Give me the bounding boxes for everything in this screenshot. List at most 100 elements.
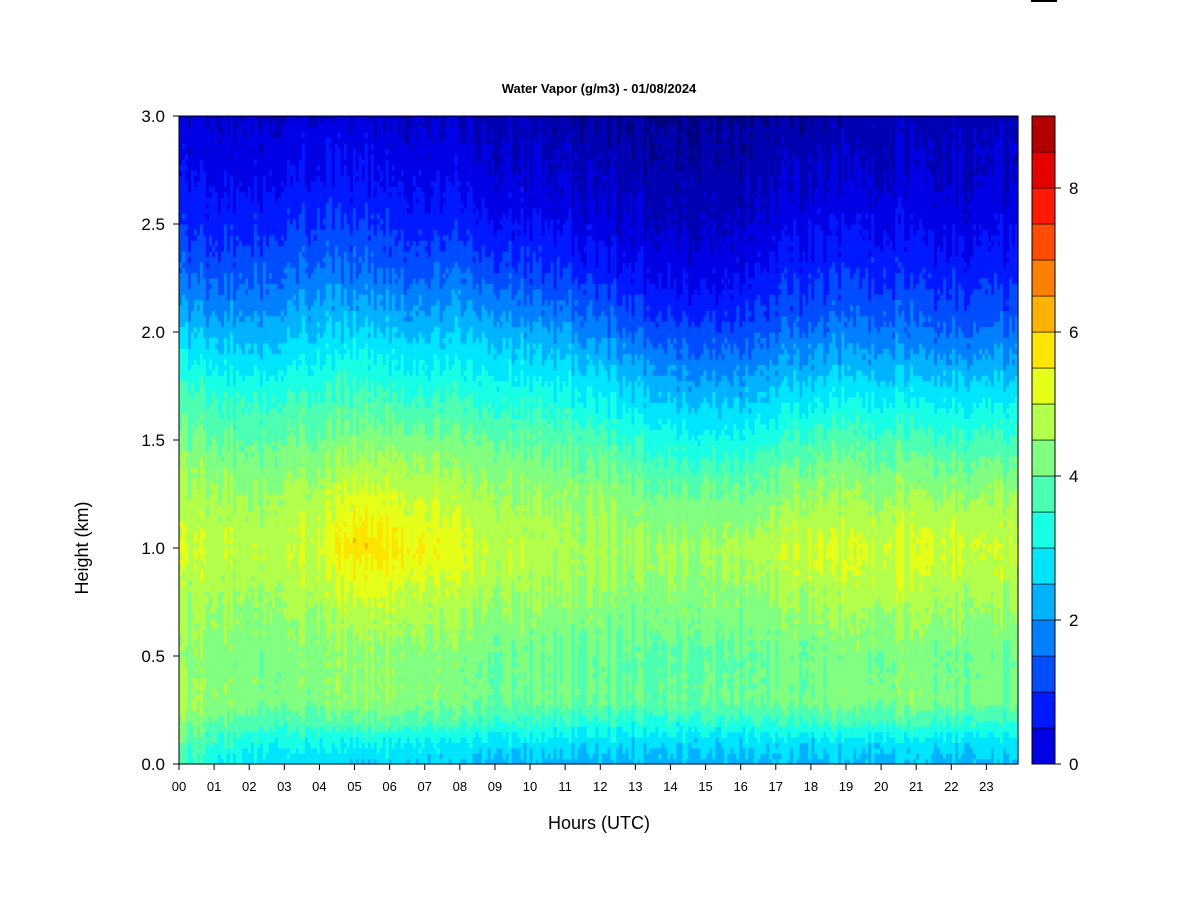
heatmap-cell bbox=[214, 245, 219, 252]
heatmap-cell bbox=[211, 240, 216, 247]
heatmap-cell bbox=[208, 256, 213, 263]
heatmap-cell bbox=[184, 477, 189, 484]
heatmap-cell bbox=[184, 396, 189, 403]
heatmap-cell bbox=[193, 413, 198, 419]
heatmap-cell bbox=[187, 564, 192, 571]
heatmap-cell bbox=[208, 553, 213, 560]
heatmap-cell bbox=[182, 278, 186, 284]
heatmap-cell bbox=[184, 283, 189, 290]
heatmap-cell bbox=[190, 283, 195, 290]
heatmap-cell bbox=[184, 548, 189, 554]
heatmap-cell bbox=[184, 278, 189, 284]
heatmap-cell bbox=[184, 731, 189, 738]
heatmap-cell bbox=[182, 553, 186, 560]
heatmap-cell bbox=[217, 504, 222, 511]
heatmap-cell bbox=[182, 461, 186, 468]
heatmap-cell bbox=[193, 126, 198, 133]
heatmap-cell bbox=[193, 499, 198, 506]
heatmap-cell bbox=[193, 629, 198, 635]
heatmap-cell bbox=[211, 661, 216, 668]
heatmap-cell bbox=[202, 229, 207, 236]
heatmap-cell bbox=[184, 456, 189, 463]
heatmap-cell bbox=[208, 380, 213, 387]
heatmap-cell bbox=[214, 488, 219, 495]
heatmap-cell bbox=[193, 450, 198, 457]
heatmap-cell bbox=[199, 596, 204, 603]
heatmap-cell bbox=[187, 148, 192, 155]
heatmap-cell bbox=[214, 386, 219, 392]
heatmap-cell bbox=[199, 537, 204, 544]
heatmap-cell bbox=[211, 180, 216, 187]
heatmap-cell bbox=[190, 429, 195, 436]
heatmap-cell bbox=[196, 175, 201, 182]
heatmap-cell bbox=[179, 218, 183, 225]
heatmap-cell bbox=[187, 186, 192, 193]
heatmap-cell bbox=[205, 288, 210, 295]
heatmap-cell bbox=[196, 299, 201, 306]
heatmap-cell bbox=[199, 510, 204, 517]
heatmap-cell bbox=[182, 656, 186, 662]
heatmap-cell bbox=[208, 596, 213, 603]
heatmap-cell bbox=[196, 364, 201, 371]
heatmap-cell bbox=[193, 494, 198, 500]
heatmap-cell bbox=[211, 461, 216, 468]
heatmap-cell bbox=[184, 423, 189, 430]
heatmap-cell bbox=[184, 272, 189, 279]
heatmap-cell bbox=[214, 683, 219, 689]
heatmap-cell bbox=[217, 521, 222, 527]
heatmap-cell bbox=[199, 677, 204, 684]
heatmap-cell bbox=[196, 143, 201, 149]
heatmap-cell bbox=[205, 569, 210, 576]
heatmap-cell bbox=[211, 548, 216, 554]
heatmap-cell bbox=[202, 315, 207, 322]
heatmap-cell bbox=[193, 710, 198, 716]
heatmap-cell bbox=[196, 558, 201, 565]
heatmap-cell bbox=[182, 612, 186, 619]
heatmap-cell bbox=[184, 348, 189, 355]
heatmap-cell bbox=[184, 558, 189, 565]
heatmap-cell bbox=[187, 153, 192, 160]
heatmap-cell bbox=[184, 688, 189, 695]
heatmap-cell bbox=[179, 634, 183, 641]
heatmap-cell bbox=[211, 278, 216, 284]
heatmap-cell bbox=[196, 758, 201, 765]
heatmap-cell bbox=[205, 342, 210, 349]
heatmap-cell bbox=[184, 418, 189, 425]
heatmap-cell bbox=[182, 391, 186, 398]
heatmap-cell bbox=[199, 483, 204, 490]
heatmap-cell bbox=[179, 515, 183, 522]
heatmap-cell bbox=[182, 369, 186, 376]
heatmap-cell bbox=[182, 418, 186, 425]
heatmap-cell bbox=[190, 639, 195, 646]
heatmap-cell bbox=[196, 747, 201, 754]
heatmap-cell bbox=[202, 467, 207, 473]
heatmap-cell bbox=[214, 742, 219, 749]
heatmap-cell bbox=[190, 180, 195, 187]
heatmap-cell bbox=[182, 753, 186, 760]
heatmap-cell bbox=[208, 483, 213, 490]
heatmap-cell bbox=[199, 618, 204, 625]
heatmap-cell bbox=[208, 332, 213, 338]
heatmap-cell bbox=[187, 380, 192, 387]
heatmap-cell bbox=[190, 380, 195, 387]
heatmap-cell bbox=[190, 688, 195, 695]
heatmap-cell bbox=[214, 402, 219, 409]
heatmap-cell bbox=[217, 445, 222, 452]
heatmap-cell bbox=[205, 143, 210, 149]
heatmap-cell bbox=[196, 666, 201, 673]
heatmap-cell bbox=[184, 488, 189, 495]
heatmap-cell bbox=[214, 693, 219, 700]
heatmap-cell bbox=[205, 434, 210, 441]
heatmap-cell bbox=[179, 450, 183, 457]
heatmap-cell bbox=[208, 218, 213, 225]
heatmap-cell bbox=[202, 170, 207, 176]
heatmap-cell bbox=[190, 548, 195, 554]
heatmap-cell bbox=[184, 434, 189, 441]
heatmap-cell bbox=[187, 477, 192, 484]
heatmap-cell bbox=[205, 656, 210, 662]
heatmap-cell bbox=[179, 310, 183, 317]
heatmap-cell bbox=[214, 364, 219, 371]
heatmap-cell bbox=[179, 148, 183, 155]
heatmap-cell bbox=[208, 531, 213, 538]
heatmap-cell bbox=[208, 299, 213, 306]
